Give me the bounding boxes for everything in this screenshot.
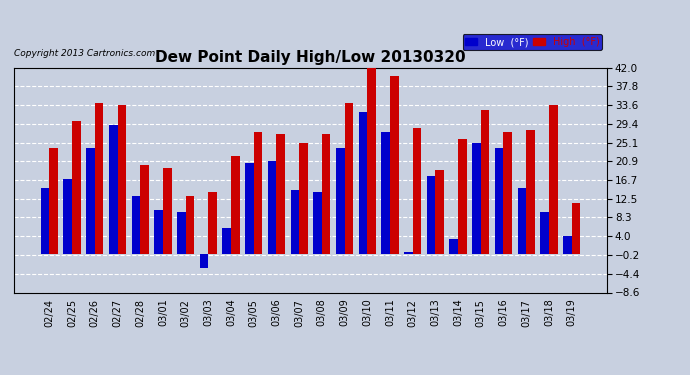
Bar — [140, 165, 149, 254]
Title: Dew Point Daily High/Low 20130320: Dew Point Daily High/Low 20130320 — [155, 50, 466, 65]
Bar — [199, 254, 208, 268]
Text: Copyright 2013 Cartronics.com: Copyright 2013 Cartronics.com — [14, 50, 155, 58]
Bar — [390, 76, 399, 254]
Bar — [132, 196, 140, 254]
Bar — [177, 212, 186, 254]
Bar — [344, 103, 353, 254]
Bar — [155, 210, 163, 254]
Bar — [268, 161, 277, 254]
Bar — [526, 130, 535, 254]
Bar — [313, 192, 322, 254]
Bar — [277, 134, 285, 254]
Bar — [95, 103, 103, 254]
Bar — [504, 132, 512, 254]
Bar — [109, 125, 117, 254]
Bar — [495, 147, 504, 254]
Bar — [472, 143, 481, 254]
Bar — [299, 143, 308, 254]
Bar — [245, 163, 254, 254]
Bar — [426, 177, 435, 254]
Bar — [254, 132, 262, 254]
Bar — [481, 110, 489, 254]
Bar — [518, 188, 526, 254]
Bar — [336, 147, 344, 254]
Bar — [41, 188, 50, 254]
Bar — [186, 196, 195, 254]
Bar — [382, 132, 390, 254]
Bar — [86, 147, 95, 254]
Bar — [163, 168, 172, 254]
Bar — [322, 134, 331, 254]
Bar — [72, 121, 81, 254]
Bar — [231, 156, 239, 254]
Bar — [571, 203, 580, 254]
Bar — [290, 190, 299, 254]
Bar — [435, 170, 444, 254]
Bar — [222, 228, 231, 254]
Bar — [449, 239, 458, 254]
Bar — [549, 105, 558, 254]
Bar — [117, 105, 126, 254]
Bar — [413, 128, 422, 254]
Bar — [50, 147, 58, 254]
Bar — [404, 252, 413, 254]
Legend: Low  (°F), High  (°F): Low (°F), High (°F) — [462, 34, 602, 50]
Bar — [540, 212, 549, 254]
Bar — [63, 178, 72, 254]
Bar — [563, 237, 571, 254]
Bar — [208, 192, 217, 254]
Bar — [367, 63, 376, 254]
Bar — [359, 112, 367, 254]
Bar — [458, 139, 466, 254]
